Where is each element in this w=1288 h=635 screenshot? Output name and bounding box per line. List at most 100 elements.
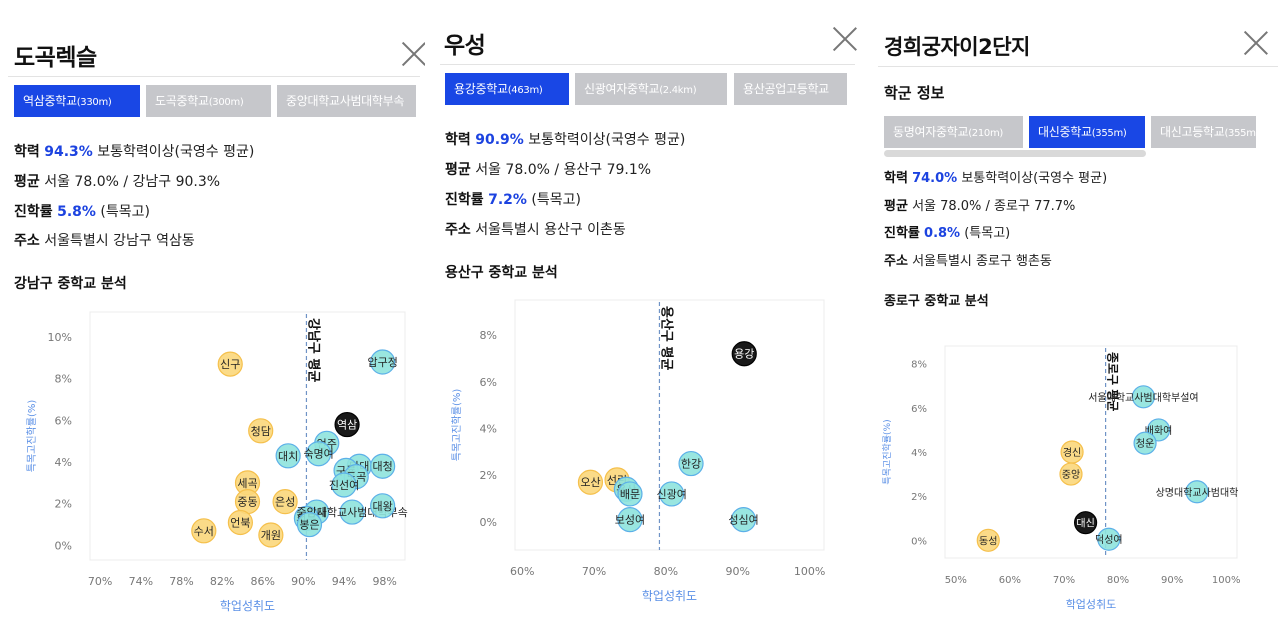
school-point[interactable] [617, 481, 643, 507]
school-point[interactable] [339, 499, 365, 525]
scatter-chart: 60% 70% 80% 90% 100% 0% 2% 4% 6% 8% 학업성취도 특목고진학률(%)… [432, 288, 852, 610]
tab-distance: (2.4km) [659, 85, 697, 96]
tab-name: 대신중학교 [1038, 125, 1092, 139]
average-row: 평균 서울 78.0% / 용산구 79.1% [445, 159, 651, 179]
tab-name: 중앙대학교사범대학부속 [286, 94, 405, 108]
school-point-label: 봉은 [299, 519, 319, 532]
tab-school-3[interactable]: 중앙대학교사범대학부속 [277, 85, 416, 117]
tab-distance: (355m) [1224, 128, 1256, 139]
close-icon[interactable] [1243, 30, 1269, 56]
school-point[interactable] [731, 341, 757, 367]
school-point[interactable] [227, 509, 253, 536]
school-point[interactable] [370, 349, 396, 375]
achievement-row: 학력 74.0% 보통학력이상(국영수 평균) [884, 167, 1107, 186]
address-row: 주소 서울특별시 용산구 이촌동 [445, 219, 626, 239]
average-text: 서울 78.0% / 종로구 77.7% [912, 199, 1076, 214]
y-axis-label: 특목고진학률(%) [26, 400, 38, 473]
school-point[interactable] [191, 518, 217, 544]
school-point[interactable] [275, 443, 301, 469]
y-tick-label: 8% [911, 360, 927, 371]
y-tick-label: 2% [55, 498, 72, 511]
school-point[interactable] [272, 489, 298, 515]
school-point[interactable] [306, 441, 332, 467]
x-tick-label: 70% [582, 565, 606, 578]
x-tick-label: 74% [129, 575, 153, 588]
school-point[interactable] [370, 453, 396, 479]
school-point[interactable] [331, 472, 357, 498]
school-point-label: 보성여 [615, 514, 645, 527]
school-point-label: 신구 [220, 358, 240, 371]
tab-school-3[interactable]: 용산공업고등학교 [734, 73, 847, 105]
tab-school-2[interactable]: 도곡중학교(300m) [146, 85, 271, 117]
school-point[interactable] [1185, 480, 1209, 504]
school-point[interactable] [248, 418, 274, 444]
x-tick-label: 60% [510, 565, 534, 578]
x-axis-label: 학업성취도 [220, 599, 275, 613]
panel-woosung: 우성 용강중학교(463m) 신광여자중학교(2.4km) 용산공업고등학교 학… [432, 0, 862, 635]
school-point[interactable] [334, 411, 360, 438]
advancement-row: 진학률 7.2% (특목고) [445, 189, 581, 209]
label: 진학률 [14, 204, 53, 220]
label: 평균 [14, 174, 40, 190]
x-tick-label: 90% [1161, 575, 1183, 586]
label: 학력 [14, 144, 40, 160]
desc: 보통학력이상(국영수 평균) [961, 171, 1108, 186]
school-point[interactable] [1059, 462, 1083, 486]
tab-school-3[interactable]: 대신고등학교(355m) [1151, 116, 1256, 148]
divider [440, 64, 855, 65]
school-point[interactable] [217, 351, 243, 377]
school-point[interactable] [1133, 431, 1157, 455]
desc: 보통학력이상(국영수 평균) [528, 132, 686, 148]
y-tick-label: 0% [55, 539, 72, 552]
label: 진학률 [884, 226, 920, 241]
tab-distance: (355m) [1091, 128, 1127, 139]
advancement-row: 진학률 5.8% (특목고) [14, 201, 150, 221]
school-point-label: 청운 [1136, 438, 1154, 450]
school-point-label: 신광여 [656, 488, 686, 501]
tabs-scrollbar[interactable] [884, 150, 1146, 157]
plot-frame [89, 311, 406, 561]
tab-school-1[interactable]: 동명여자중학교(210m) [884, 116, 1023, 148]
y-tick-label: 6% [911, 404, 927, 415]
school-point[interactable] [296, 511, 323, 538]
school-point[interactable] [1131, 385, 1156, 409]
school-point[interactable] [730, 507, 757, 533]
school-point[interactable] [577, 469, 604, 495]
close-icon[interactable] [832, 26, 858, 52]
school-point[interactable] [617, 507, 643, 533]
x-tick-label: 100% [1212, 575, 1241, 586]
average-row: 평균 서울 78.0% / 강남구 90.3% [14, 171, 220, 191]
school-point-label: 대치 [278, 450, 298, 463]
tab-school-1[interactable]: 용강중학교(463m) [445, 73, 569, 105]
school-tabs: 역삼중학교(330m) 도곡중학교(300m) 중앙대학교사범대학부속 [14, 85, 416, 117]
x-axis-label: 학업성취도 [1066, 598, 1117, 611]
x-axis-label: 학업성취도 [642, 589, 697, 603]
scatter-plot-svg: 60% 70% 80% 90% 100% 0% 2% 4% 6% 8% 학업성취도 특목고진학률(%)… [451, 299, 825, 603]
school-point-label: 수서 [194, 525, 214, 538]
school-point-label: 진선여 [329, 479, 359, 492]
school-point[interactable] [370, 493, 396, 519]
school-point-label: 동성 [979, 535, 997, 547]
school-point[interactable] [1097, 527, 1121, 551]
school-point-label: 청담 [251, 425, 271, 438]
close-icon[interactable] [401, 41, 425, 67]
panel-title: 도곡렉슬 [14, 45, 97, 71]
y-tick-label: 6% [55, 414, 72, 427]
tab-name: 도곡중학교 [155, 94, 209, 108]
tab-distance: (463m) [507, 85, 543, 96]
school-point-label: 용강 [734, 348, 754, 361]
school-point[interactable] [659, 481, 685, 507]
desc: 보통학력이상(국영수 평균) [97, 144, 255, 160]
tab-school-1[interactable]: 역삼중학교(330m) [14, 85, 140, 117]
tab-school-2[interactable]: 대신중학교(355m) [1029, 116, 1145, 148]
advancement-value: 5.8% [57, 204, 96, 220]
school-point-label: 한강 [681, 458, 701, 471]
tab-school-2[interactable]: 신광여자중학교(2.4km) [575, 73, 727, 105]
tab-name: 대신고등학교 [1160, 125, 1225, 139]
school-point[interactable] [678, 450, 704, 477]
panel-dogok-lexle: 도곡렉슬 역삼중학교(330m) 도곡중학교(300m) 중앙대학교사범대학부속… [0, 0, 425, 635]
desc: (특목고) [964, 226, 1011, 241]
school-point[interactable] [258, 522, 284, 548]
school-point[interactable] [976, 528, 1000, 552]
school-point[interactable] [1073, 511, 1098, 535]
